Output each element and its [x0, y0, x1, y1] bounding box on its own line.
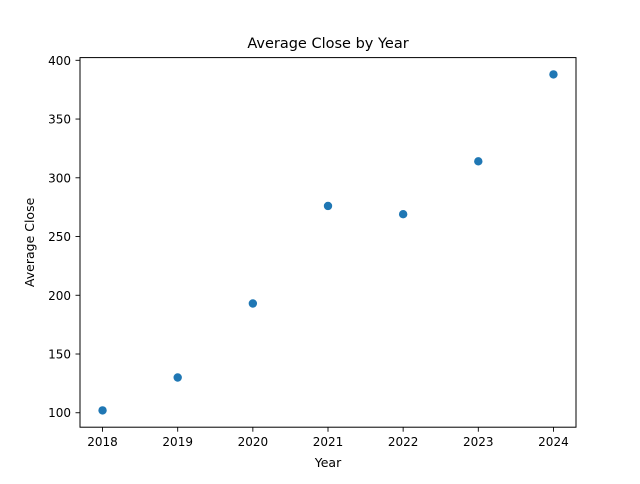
- x-tick-label: 2023: [463, 435, 494, 449]
- y-tick-label: 350: [48, 113, 71, 127]
- y-tick-label: 100: [48, 406, 71, 420]
- x-tick-label: 2019: [162, 435, 193, 449]
- data-point: [323, 201, 333, 211]
- y-axis-label: Average Close: [22, 197, 37, 287]
- data-point: [549, 70, 558, 79]
- y-tick-label: 400: [48, 54, 71, 68]
- plot-frame: [79, 57, 577, 428]
- x-tick-label: 2022: [388, 435, 419, 449]
- y-tick-label: 300: [48, 171, 71, 185]
- x-tick-label: 2018: [87, 435, 118, 449]
- data-point: [474, 157, 483, 166]
- data-point: [398, 210, 408, 219]
- data-points: [98, 70, 558, 415]
- data-point: [248, 299, 258, 308]
- x-tick-label: 2020: [238, 435, 269, 449]
- x-tick-label: 2021: [313, 435, 344, 449]
- x-axis-ticks: 2018 2019 2020 2021 2022 2023 2024: [87, 427, 569, 449]
- data-point: [98, 406, 107, 415]
- y-axis-ticks: 100 150 200 250 300 350 400: [48, 54, 80, 420]
- y-tick-label: 250: [48, 230, 71, 244]
- x-tick-label: 2024: [538, 435, 569, 449]
- chart-title: Average Close by Year: [247, 36, 408, 52]
- x-axis-label: Year: [314, 455, 342, 470]
- data-point: [173, 373, 182, 382]
- y-tick-label: 200: [48, 289, 71, 303]
- y-tick-label: 150: [48, 348, 71, 362]
